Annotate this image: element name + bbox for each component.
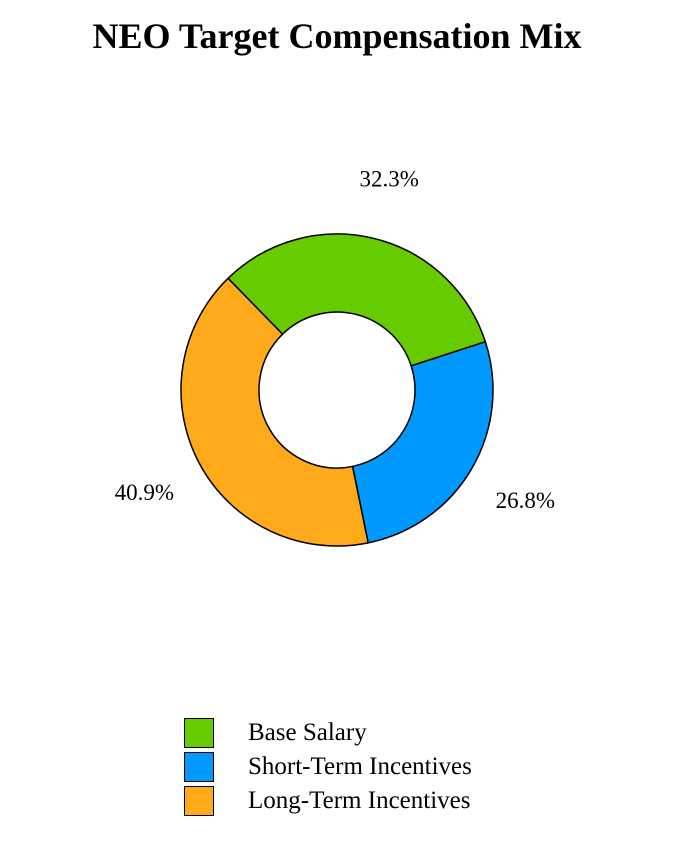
- slice-base-salary: [227, 233, 487, 367]
- legend-swatch-base-salary: [184, 718, 214, 748]
- chart-legend: Base Salary Short-Term Incentives Long-T…: [184, 716, 472, 818]
- chart-title: NEO Target Compensation Mix: [92, 16, 582, 56]
- legend-label-short-term-incentives: Short-Term Incentives: [248, 753, 472, 780]
- legend-label-base-salary: Base Salary: [248, 719, 367, 746]
- slice-short-term-incentives: [351, 340, 494, 544]
- slice-label-long-term-incentives: 40.9%: [115, 480, 174, 505]
- legend-swatch-short-term-incentives: [184, 752, 214, 782]
- legend-item-long-term-incentives: Long-Term Incentives: [184, 784, 472, 818]
- slice-long-term-incentives: [180, 277, 370, 547]
- slice-label-base-salary: 32.3%: [360, 166, 419, 191]
- legend-item-base-salary: Base Salary: [184, 716, 472, 750]
- legend-item-short-term-incentives: Short-Term Incentives: [184, 750, 472, 784]
- legend-label-long-term-incentives: Long-Term Incentives: [248, 787, 471, 814]
- legend-swatch-long-term-incentives: [184, 786, 214, 816]
- slice-label-short-term-incentives: 26.8%: [496, 488, 555, 513]
